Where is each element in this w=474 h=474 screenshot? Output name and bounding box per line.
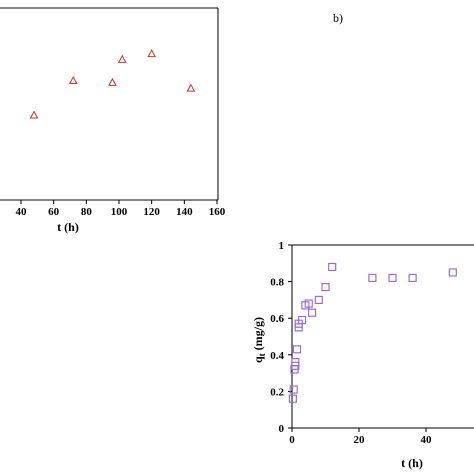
chart-b-y-tick-label: 1 — [279, 240, 285, 252]
chart-b-x-tick-label: 40 — [421, 434, 433, 446]
chart-b-point — [289, 385, 298, 394]
chart-a-x-tick-label: 120 — [143, 206, 160, 218]
chart-b-point — [448, 268, 457, 277]
chart-a-x-tick-label: 140 — [176, 206, 193, 218]
chart-b-point — [368, 273, 377, 283]
chart-b-point — [288, 394, 297, 403]
chart-b-point — [388, 273, 397, 283]
chart-b-point — [408, 273, 417, 283]
chart-b-point — [321, 282, 330, 292]
panel-b-label: b) — [333, 11, 343, 25]
chart-a-x-tick-label: 60 — [48, 206, 60, 218]
chart-b-y-tick-label: 0 — [279, 423, 285, 435]
chart-a-x-tick-label: 100 — [111, 206, 128, 218]
chart-a-x-tick-label: 160 — [209, 206, 226, 218]
chart-b-x-tick-label: 0 — [289, 434, 295, 446]
chart-b-point — [291, 361, 300, 370]
chart-b-x-tick-label: 20 — [354, 434, 366, 446]
chart-b-point — [304, 299, 313, 308]
chart-b-point — [314, 295, 323, 304]
chart-a-point — [108, 77, 117, 86]
chart-b-y-tick-label: 0.4 — [270, 350, 284, 362]
chart-a-point — [117, 54, 127, 63]
chart-a: 40 60 80 100 120 140 160 t (h) — [0, 7, 226, 234]
chart-b-point — [294, 319, 303, 328]
chart-b-point — [328, 262, 337, 272]
chart-b-y-tick-label: 0.2 — [270, 386, 284, 398]
chart-b: 00.20.40.60.81020406080 t (h) qt (mg/g) — [251, 240, 474, 470]
chart-a-point — [68, 75, 78, 84]
chart-a-point — [147, 49, 157, 58]
chart-b-x-axis-label: t (h) — [401, 456, 423, 470]
chart-b-point — [308, 308, 317, 317]
chart-a-x-tick-label: 80 — [81, 206, 93, 218]
chart-a-point — [29, 110, 39, 119]
chart-a-point — [186, 83, 196, 92]
chart-b-y-tick-label: 0.6 — [270, 313, 284, 325]
chart-b-point — [292, 345, 302, 354]
chart-a-x-tick-label: 40 — [16, 206, 28, 218]
chart-a-x-axis-label: t (h) — [57, 220, 79, 234]
chart-b-y-axis-label: qt (mg/g) — [251, 317, 267, 363]
chart-b-y-tick-label: 0.8 — [270, 277, 284, 289]
